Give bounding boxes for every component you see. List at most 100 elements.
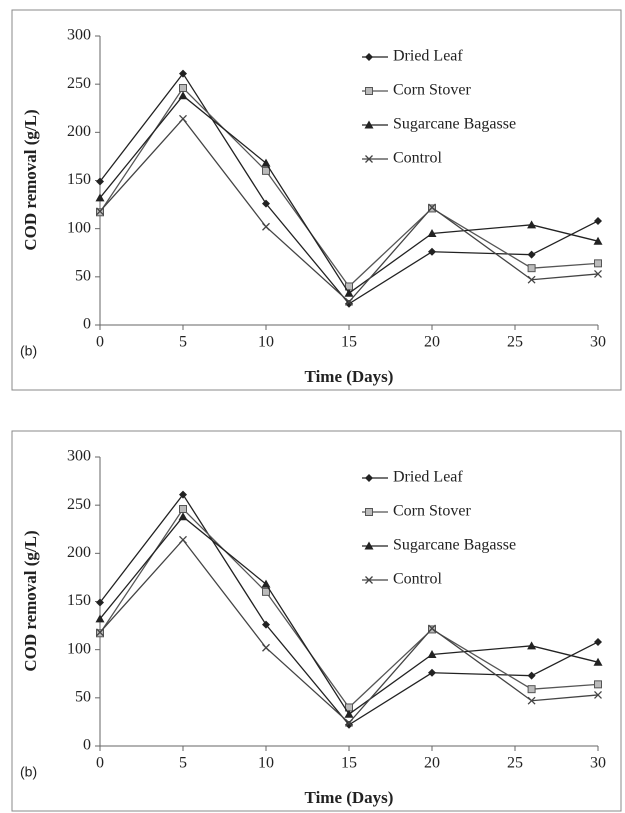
marker [365, 53, 373, 61]
x-axis-title: Time (Days) [305, 788, 394, 807]
marker [95, 614, 105, 623]
marker [428, 668, 436, 677]
x-tick-label: 25 [507, 334, 523, 351]
legend-label: Control [393, 571, 442, 588]
marker [427, 649, 437, 658]
x-tick-label: 5 [179, 334, 187, 351]
marker [96, 177, 104, 186]
x-tick-label: 30 [590, 755, 606, 772]
marker [179, 69, 187, 78]
legend-label: Corn Stover [393, 82, 471, 99]
marker [593, 657, 603, 666]
y-tick-label: 300 [67, 448, 91, 465]
marker [95, 193, 105, 202]
marker [365, 508, 373, 516]
marker [262, 222, 270, 231]
marker [365, 155, 373, 163]
chart-panel: 0 50 100 150 200 250 300 0 5 10 15 20 25 30 Time (Days… [11, 430, 622, 812]
x-tick-label: 0 [96, 334, 104, 351]
marker [594, 637, 602, 646]
marker [345, 299, 353, 308]
legend-label: Dried Leaf [393, 469, 463, 486]
y-tick-label: 300 [67, 27, 91, 44]
marker [96, 208, 104, 217]
marker [594, 259, 602, 268]
series-line [99, 87, 599, 288]
x-tick-label: 10 [258, 334, 274, 351]
series-line [99, 117, 599, 303]
y-tick-label: 200 [67, 123, 91, 140]
panel-frame [11, 430, 622, 812]
marker [594, 216, 602, 225]
marker [527, 696, 536, 705]
series-line [99, 508, 599, 709]
marker [179, 505, 187, 514]
marker [364, 120, 374, 129]
x-tick-label: 15 [341, 755, 357, 772]
marker [262, 166, 270, 175]
y-tick-label: 0 [83, 316, 91, 333]
y-tick-label: 50 [75, 268, 91, 285]
x-axis-title: Time (Days) [305, 367, 394, 386]
y-tick-label: 100 [67, 219, 91, 236]
marker [427, 228, 437, 237]
panel-frame [11, 9, 622, 391]
marker [344, 709, 354, 718]
series-line [99, 538, 599, 724]
marker [344, 288, 354, 297]
marker [262, 643, 270, 652]
marker [178, 91, 188, 100]
marker [179, 490, 187, 499]
x-tick-label: 0 [96, 755, 104, 772]
y-axis-title: COD removal (g/L) [21, 530, 40, 671]
x-tick-label: 15 [341, 334, 357, 351]
marker [261, 158, 271, 167]
marker [527, 671, 536, 680]
marker [365, 576, 373, 584]
marker [179, 535, 187, 544]
marker [262, 199, 270, 208]
y-tick-label: 250 [67, 75, 91, 92]
x-tick-label: 20 [424, 334, 440, 351]
marker [179, 114, 187, 123]
marker [428, 203, 436, 212]
y-tick-label: 100 [67, 640, 91, 657]
marker [345, 718, 353, 727]
y-tick-label: 250 [67, 496, 91, 513]
chart-panel: 0 50 100 150 200 250 300 0 5 10 15 20 25 30 Time (Days… [11, 9, 622, 391]
x-tick-label: 25 [507, 755, 523, 772]
marker [261, 579, 271, 588]
marker [428, 247, 436, 256]
marker [594, 680, 602, 689]
marker [96, 207, 104, 216]
marker [527, 685, 536, 694]
marker [527, 264, 536, 273]
series-line [99, 493, 599, 726]
marker [527, 220, 537, 229]
marker [594, 269, 602, 278]
x-tick-label: 30 [590, 334, 606, 351]
y-tick-label: 0 [83, 737, 91, 754]
marker [345, 297, 353, 306]
y-tick-label: 150 [67, 171, 91, 188]
marker [594, 690, 602, 699]
x-tick-label: 10 [258, 755, 274, 772]
marker [96, 629, 104, 638]
marker [527, 275, 536, 284]
marker [345, 720, 353, 729]
panel-label: (b) [20, 343, 37, 359]
y-tick-label: 50 [75, 689, 91, 706]
marker [96, 628, 104, 637]
panel-label: (b) [20, 764, 37, 780]
marker [96, 598, 104, 607]
marker [365, 87, 373, 95]
legend-label: Sugarcane Bagasse [393, 537, 516, 554]
marker [428, 624, 436, 633]
series-line [99, 72, 599, 305]
marker [262, 587, 270, 596]
x-tick-label: 20 [424, 755, 440, 772]
legend-label: Dried Leaf [393, 48, 463, 65]
marker [364, 541, 374, 550]
legend-label: Sugarcane Bagasse [393, 116, 516, 133]
